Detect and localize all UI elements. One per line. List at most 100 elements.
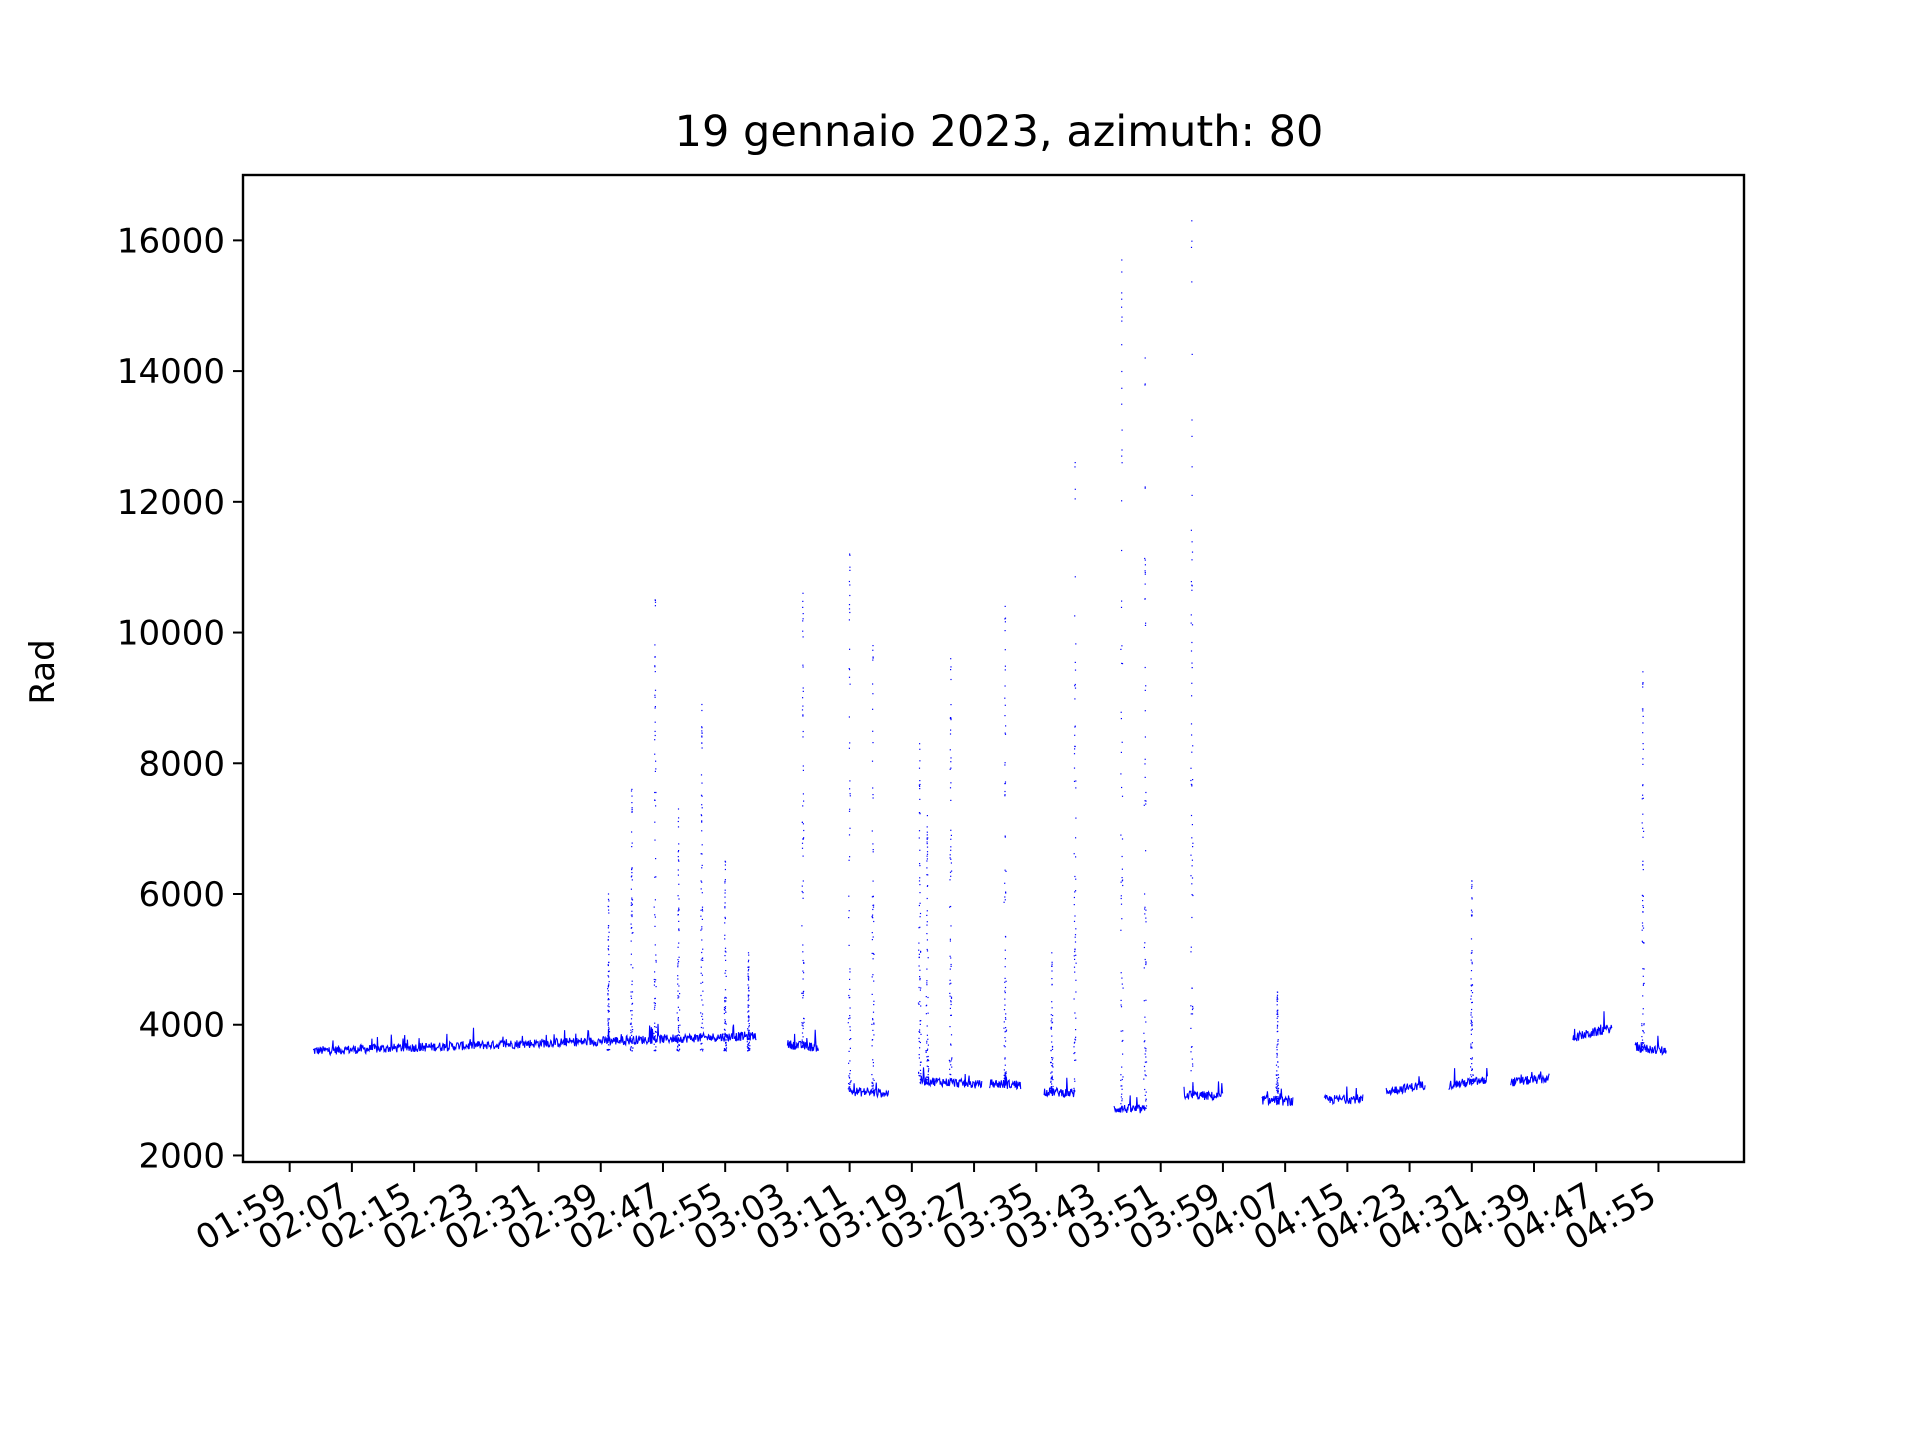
spike-point xyxy=(631,1002,634,1004)
spike-point xyxy=(1144,908,1146,910)
spike-point xyxy=(1145,1050,1147,1052)
spike-point xyxy=(848,895,850,897)
spike-point xyxy=(927,1038,929,1040)
spike-point xyxy=(918,812,920,814)
spike-point xyxy=(1276,1079,1279,1081)
spike-point xyxy=(1471,963,1473,965)
spike-point xyxy=(608,1028,610,1030)
spike-point xyxy=(872,742,874,744)
spike-point xyxy=(1004,958,1006,960)
spike-point xyxy=(655,979,657,981)
spike-point xyxy=(725,1048,727,1050)
spike-point xyxy=(919,969,921,971)
spike-point xyxy=(700,880,702,882)
spike-point xyxy=(1276,1004,1278,1006)
spike-point xyxy=(1075,962,1077,964)
spike-point xyxy=(872,693,874,695)
spike-point xyxy=(1051,1071,1053,1073)
spike-point xyxy=(872,974,874,976)
spike-point xyxy=(747,1050,749,1052)
spike-point xyxy=(847,1022,849,1024)
spike-point xyxy=(607,964,609,967)
spike-point xyxy=(1642,794,1644,796)
spike-point xyxy=(748,1017,750,1019)
spike-point xyxy=(747,970,749,972)
spike-point xyxy=(748,976,750,978)
spike-point xyxy=(871,952,873,954)
spike-point xyxy=(631,831,633,833)
spike-point xyxy=(1050,1087,1052,1089)
spike-point xyxy=(701,918,703,920)
spike-point xyxy=(749,1045,751,1047)
spike-point xyxy=(849,1083,851,1085)
spike-point xyxy=(1144,710,1146,712)
spike-point xyxy=(847,1088,849,1090)
spike-point xyxy=(1190,1027,1192,1029)
spike-point xyxy=(1120,999,1122,1001)
spike-point xyxy=(630,914,632,916)
spike-point xyxy=(723,1037,725,1040)
spike-point xyxy=(1120,1006,1123,1008)
spike-point xyxy=(802,630,804,632)
spike-point xyxy=(1122,987,1124,989)
spike-point xyxy=(747,1046,749,1049)
spike-point xyxy=(850,1038,852,1040)
spike-point xyxy=(1051,961,1053,963)
spike-point xyxy=(1004,1058,1006,1060)
spike-point xyxy=(1144,1061,1146,1063)
series-segment xyxy=(1113,1095,1146,1114)
spike xyxy=(746,952,751,1052)
spike-point xyxy=(631,1026,633,1028)
spike-point xyxy=(1004,981,1006,983)
spike-point xyxy=(1074,936,1076,938)
spike-point xyxy=(928,1060,930,1062)
spike-point xyxy=(848,810,851,812)
spike-point xyxy=(677,995,679,997)
spike-point xyxy=(849,1060,851,1062)
spike-point xyxy=(1145,1048,1147,1050)
spike-point xyxy=(848,676,851,678)
spike-point xyxy=(1190,1013,1192,1015)
spike-point xyxy=(724,972,726,974)
spike-point xyxy=(1051,1087,1053,1089)
spike-point xyxy=(607,1009,609,1012)
spike-point xyxy=(1642,1042,1644,1045)
spike-point xyxy=(950,1074,952,1076)
spike-point xyxy=(1277,1087,1279,1089)
spike-point xyxy=(919,884,921,886)
spike-point xyxy=(1074,576,1076,578)
series-segment xyxy=(1323,1086,1364,1106)
spike-point xyxy=(1643,982,1645,984)
spike-point xyxy=(655,954,657,956)
spike-point xyxy=(725,970,727,972)
spike-point xyxy=(1005,1013,1007,1015)
spike-point xyxy=(701,844,703,846)
spike-peak xyxy=(607,893,610,895)
spike-point xyxy=(1121,880,1123,882)
spike-point xyxy=(700,966,702,968)
spike-point xyxy=(949,857,951,859)
spike-point xyxy=(849,1015,851,1017)
spike-point xyxy=(654,1037,656,1039)
spike-point xyxy=(919,863,921,865)
spike-point xyxy=(1074,669,1077,671)
spike-point xyxy=(871,1081,873,1083)
spike-point xyxy=(919,877,921,879)
spike-point xyxy=(919,989,921,991)
spike-point xyxy=(873,980,875,982)
spike-point xyxy=(918,956,920,959)
spike-point xyxy=(630,953,632,955)
spike-point xyxy=(1144,624,1147,626)
spike-point xyxy=(849,566,851,568)
spike-point xyxy=(1121,663,1124,665)
spike-point xyxy=(1276,1046,1278,1048)
spike-point xyxy=(919,748,921,750)
spike-point xyxy=(608,900,610,902)
spike-point xyxy=(1276,1053,1278,1055)
spike-point xyxy=(919,1061,922,1063)
spike-point xyxy=(654,694,656,696)
spike-point xyxy=(949,992,951,994)
spike-point xyxy=(723,1012,725,1015)
spike-point xyxy=(655,768,657,770)
spike-point xyxy=(1471,1024,1473,1027)
